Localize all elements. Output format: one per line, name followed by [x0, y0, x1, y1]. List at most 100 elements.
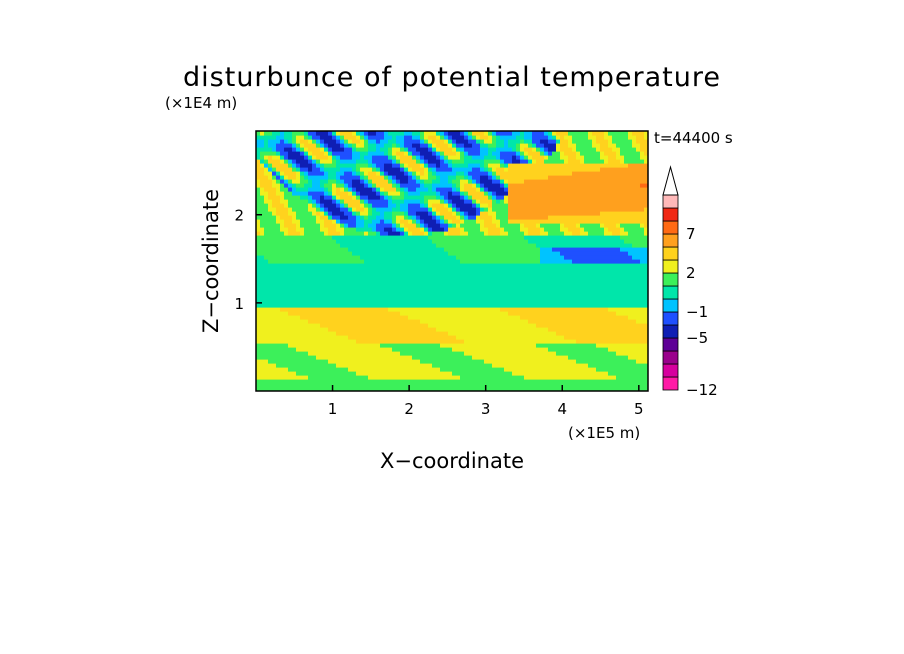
- contour-cell: [312, 287, 317, 292]
- contour-cell: [272, 243, 277, 248]
- contour-cell: [532, 207, 537, 212]
- contour-cell: [280, 271, 285, 276]
- contour-cell: [260, 271, 265, 276]
- contour-cell: [444, 379, 449, 384]
- contour-cell: [300, 383, 305, 388]
- contour-cell: [368, 271, 373, 276]
- contour-cell: [420, 371, 425, 376]
- contour-cell: [300, 287, 305, 292]
- contour-cell: [436, 331, 441, 336]
- contour-cell: [352, 203, 357, 208]
- contour-cell: [344, 259, 349, 264]
- contour-cell: [344, 227, 349, 232]
- contour-cell: [360, 175, 365, 180]
- contour-cell: [308, 207, 313, 212]
- contour-cell: [364, 167, 369, 172]
- contour-cell: [260, 383, 265, 388]
- contour-cell: [428, 243, 433, 248]
- contour-cell: [468, 227, 473, 232]
- contour-cell: [552, 279, 557, 284]
- contour-cell: [504, 231, 509, 236]
- contour-cell: [300, 327, 305, 332]
- contour-cell: [504, 363, 509, 368]
- contour-cell: [280, 187, 285, 192]
- contour-cell: [324, 311, 329, 316]
- contour-cell: [352, 151, 357, 156]
- contour-cell: [552, 207, 557, 212]
- contour-cell: [552, 255, 557, 260]
- contour-cell: [476, 211, 481, 216]
- contour-cell: [336, 339, 341, 344]
- contour-cell: [532, 167, 537, 172]
- contour-cell: [560, 295, 565, 300]
- contour-cell: [424, 335, 429, 340]
- contour-cell: [540, 179, 545, 184]
- contour-cell: [504, 215, 509, 220]
- contour-cell: [480, 191, 485, 196]
- contour-cell: [560, 307, 565, 312]
- contour-cell: [468, 187, 473, 192]
- contour-cell: [380, 383, 385, 388]
- contour-cell: [308, 339, 313, 344]
- contour-cell: [432, 247, 437, 252]
- contour-cell: [268, 267, 273, 272]
- contour-cell: [348, 227, 353, 232]
- contour-cell: [296, 295, 301, 300]
- contour-cell: [344, 339, 349, 344]
- contour-cell: [504, 239, 509, 244]
- contour-cell: [288, 179, 293, 184]
- contour-cell: [304, 259, 309, 264]
- contour-cell: [532, 135, 537, 140]
- contour-cell: [368, 243, 373, 248]
- contour-cell: [356, 383, 361, 388]
- contour-cell: [304, 339, 309, 344]
- contour-cell: [532, 195, 537, 200]
- contour-cell: [464, 291, 469, 296]
- contour-cell: [404, 375, 409, 380]
- contour-cell: [376, 303, 381, 308]
- contour-cell: [476, 303, 481, 308]
- contour-cell: [532, 351, 537, 356]
- contour-cell: [548, 139, 553, 144]
- contour-cell: [300, 311, 305, 316]
- contour-cell: [424, 155, 429, 160]
- contour-cell: [448, 143, 453, 148]
- contour-cell: [412, 295, 417, 300]
- contour-cell: [536, 343, 541, 348]
- contour-cell: [384, 159, 389, 164]
- contour-cell: [272, 371, 277, 376]
- contour-cell: [548, 311, 553, 316]
- contour-cell: [256, 231, 261, 236]
- contour-cell: [536, 355, 541, 360]
- contour-cell: [428, 331, 433, 336]
- contour-cell: [408, 187, 413, 192]
- contour-cell: [324, 227, 329, 232]
- contour-cell: [448, 291, 453, 296]
- contour-cell: [460, 279, 465, 284]
- contour-cell: [276, 307, 281, 312]
- contour-field: [256, 131, 648, 391]
- contour-cell: [472, 219, 477, 224]
- contour-cell: [332, 171, 337, 176]
- contour-cell: [456, 187, 461, 192]
- contour-cell: [348, 343, 353, 348]
- contour-cell: [268, 151, 273, 156]
- contour-cell: [492, 351, 497, 356]
- contour-cell: [552, 199, 557, 204]
- contour-cell: [560, 347, 565, 352]
- contour-cell: [388, 155, 393, 160]
- contour-cell: [368, 207, 373, 212]
- contour-cell: [500, 131, 505, 136]
- contour-cell: [316, 315, 321, 320]
- contour-cell: [304, 295, 309, 300]
- contour-cell: [320, 291, 325, 296]
- contour-cell: [336, 219, 341, 224]
- contour-cell: [312, 135, 317, 140]
- contour-cell: [504, 207, 509, 212]
- contour-cell: [536, 243, 541, 248]
- contour-cell: [440, 347, 445, 352]
- contour-cell: [480, 295, 485, 300]
- contour-cell: [300, 215, 305, 220]
- contour-cell: [508, 307, 513, 312]
- contour-cell: [528, 147, 533, 152]
